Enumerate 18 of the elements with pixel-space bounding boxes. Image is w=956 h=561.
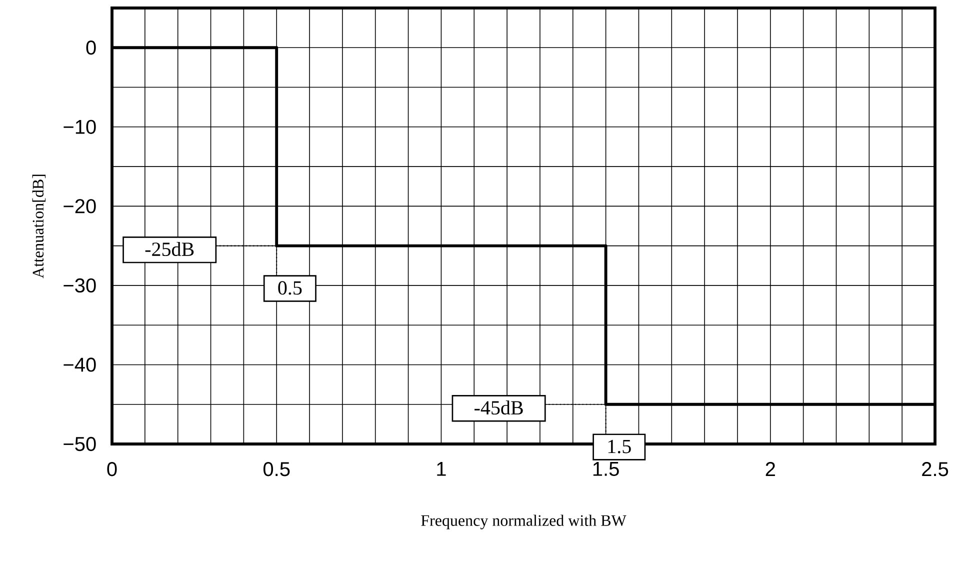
x-tick-label: 2 (766, 462, 775, 476)
y-tick-label: −40 (64, 358, 96, 372)
x-tick-label: 1 (437, 462, 446, 476)
annotation: 1.5 (608, 440, 631, 454)
annotation: 0.5 (278, 281, 302, 295)
x-tick-label: 0.5 (263, 462, 290, 476)
annotation: -45dB (474, 400, 523, 415)
y-tick-label: −30 (64, 278, 96, 293)
annotation: -25dB (145, 242, 194, 256)
x-tick-label: 0 (107, 462, 117, 476)
y-axis-title: Attenuation[dB] (32, 174, 46, 278)
y-tick-label: 0 (86, 40, 96, 55)
x-axis-title: Frequency normalized with BW (421, 514, 626, 530)
y-tick-label: −10 (64, 120, 96, 134)
y-tick-label: −50 (64, 436, 96, 452)
x-tick-label: 1.5 (593, 462, 619, 476)
y-tick-label: −20 (64, 199, 96, 214)
x-tick-label: 2.5 (922, 462, 948, 476)
